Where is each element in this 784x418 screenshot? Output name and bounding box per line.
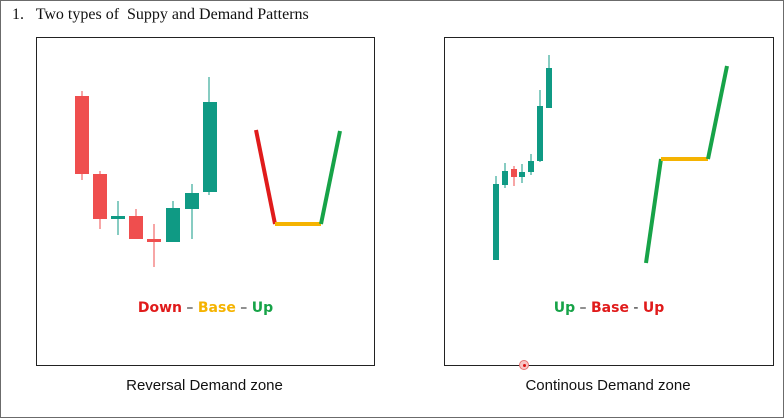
bull-candle [546,68,552,108]
bull-candle [537,106,543,161]
bear-candle [511,169,517,177]
legend-up: Up [553,300,576,316]
continuous-pattern-figure [493,55,729,264]
continuous-legend: Up – Base - Up [445,300,773,316]
continuous-caption: Continous Demand zone [525,377,691,394]
legend-sep: – [235,300,252,316]
document-heading: 1. Two types of Suppy and Demand Pattern… [12,6,309,24]
legend-base: Base [197,300,236,316]
down-leg-line [254,129,277,225]
reversal-caption: Reversal Demand zone [126,377,283,394]
bull-candle [502,171,508,185]
bull-candle [185,193,199,209]
bear-candle [93,174,107,219]
second-up-leg-line [706,65,729,160]
bear-candle [129,216,143,239]
reversal-candles [75,77,217,267]
first-up-leg-line [644,158,663,264]
bull-candle [519,172,525,177]
reversal-legend: Down – Base – Up [37,300,374,316]
heading-number: 1. [12,6,24,23]
reversal-pattern-figure [75,77,342,267]
up-leg-line [319,130,342,225]
bull-candle [166,208,180,242]
bear-candle [147,239,161,242]
bear-candle [75,96,89,174]
bull-candle [528,161,534,172]
legend-sep: - [628,300,643,316]
legend-base: Base [591,300,629,316]
continuous-demand-panel: Up – Base - Up [444,37,774,366]
doji-candle [111,216,125,219]
continuous-candles [493,55,552,260]
legend-up: Up [642,300,665,316]
mouse-cursor-indicator [519,360,529,370]
legend-up: Up [251,300,274,316]
heading-text: Two types of Suppy and Demand Patterns [35,6,309,23]
legend-down: Down [137,300,182,316]
continuous-path [644,65,729,264]
legend-sep: – [575,300,591,316]
bull-candle [493,184,499,260]
reversal-path [254,129,342,226]
reversal-demand-panel: Down – Base – Up [36,37,375,366]
legend-sep: – [181,300,198,316]
bull-candle [203,102,217,192]
